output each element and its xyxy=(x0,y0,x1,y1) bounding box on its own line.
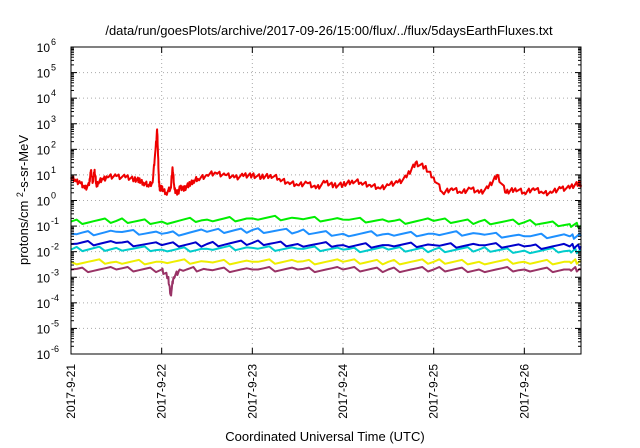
grid xyxy=(71,47,581,354)
series-line-5 xyxy=(70,258,582,266)
y-tick-exponent: 2 xyxy=(51,139,56,149)
series-group xyxy=(70,128,582,297)
x-tick-label: 2017-9-25 xyxy=(427,364,441,419)
x-tick-label: 2017-9-23 xyxy=(245,364,259,419)
y-axis-label: protons/cm 2-s-sr-MeV xyxy=(15,135,31,265)
y-tick-exponent: 0 xyxy=(51,191,56,201)
y-tick-label: 10 xyxy=(37,246,51,260)
x-tick-label: 2017-9-24 xyxy=(336,364,350,419)
y-tick-label: 10 xyxy=(37,92,51,106)
y-tick-label: 10 xyxy=(37,67,51,81)
x-tick-label: 2017-9-22 xyxy=(155,364,169,419)
y-tick-exponent: -1 xyxy=(51,216,59,226)
series-line-1 xyxy=(70,214,582,229)
y-tick-label: 10 xyxy=(37,143,51,157)
x-tick-label: 2017-9-21 xyxy=(64,364,78,419)
y-tick-exponent: 4 xyxy=(51,88,56,98)
y-tick-label: 10 xyxy=(37,41,51,55)
y-tick-label: 10 xyxy=(37,297,51,311)
y-tick-label: 10 xyxy=(37,220,51,234)
y-tick-exponent: -5 xyxy=(51,318,59,328)
y-tick-label: 10 xyxy=(37,271,51,285)
y-tick-label: 10 xyxy=(37,195,51,209)
series-line-0 xyxy=(70,128,582,197)
y-tick-exponent: -3 xyxy=(51,267,59,277)
y-tick-exponent: 3 xyxy=(51,114,56,124)
y-tick-exponent: -6 xyxy=(51,344,59,354)
y-tick-exponent: 1 xyxy=(51,165,56,175)
x-tick-label: 2017-9-26 xyxy=(517,364,531,419)
x-axis-label: Coordinated Universal Time (UTC) xyxy=(225,429,424,444)
y-tick-exponent: 6 xyxy=(51,37,56,47)
y-tick-exponent: 5 xyxy=(51,63,56,73)
series-line-4 xyxy=(70,239,582,250)
y-tick-exponent: -4 xyxy=(51,293,59,303)
series-line-3 xyxy=(70,244,581,255)
series-line-6 xyxy=(70,266,582,297)
y-tick-label: 10 xyxy=(37,118,51,132)
y-tick-label: 10 xyxy=(37,348,51,362)
chart-title: /data/run/goesPlots/archive/2017-09-26/1… xyxy=(105,23,553,38)
ticks: 10 -610 -510 -410 -310 -210 -110 010 110 210 310 41… xyxy=(37,37,581,419)
y-tick-label: 10 xyxy=(37,169,51,183)
y-tick-label: 10 xyxy=(37,322,51,336)
series-line-2 xyxy=(70,227,582,240)
y-tick-exponent: -2 xyxy=(51,242,59,252)
